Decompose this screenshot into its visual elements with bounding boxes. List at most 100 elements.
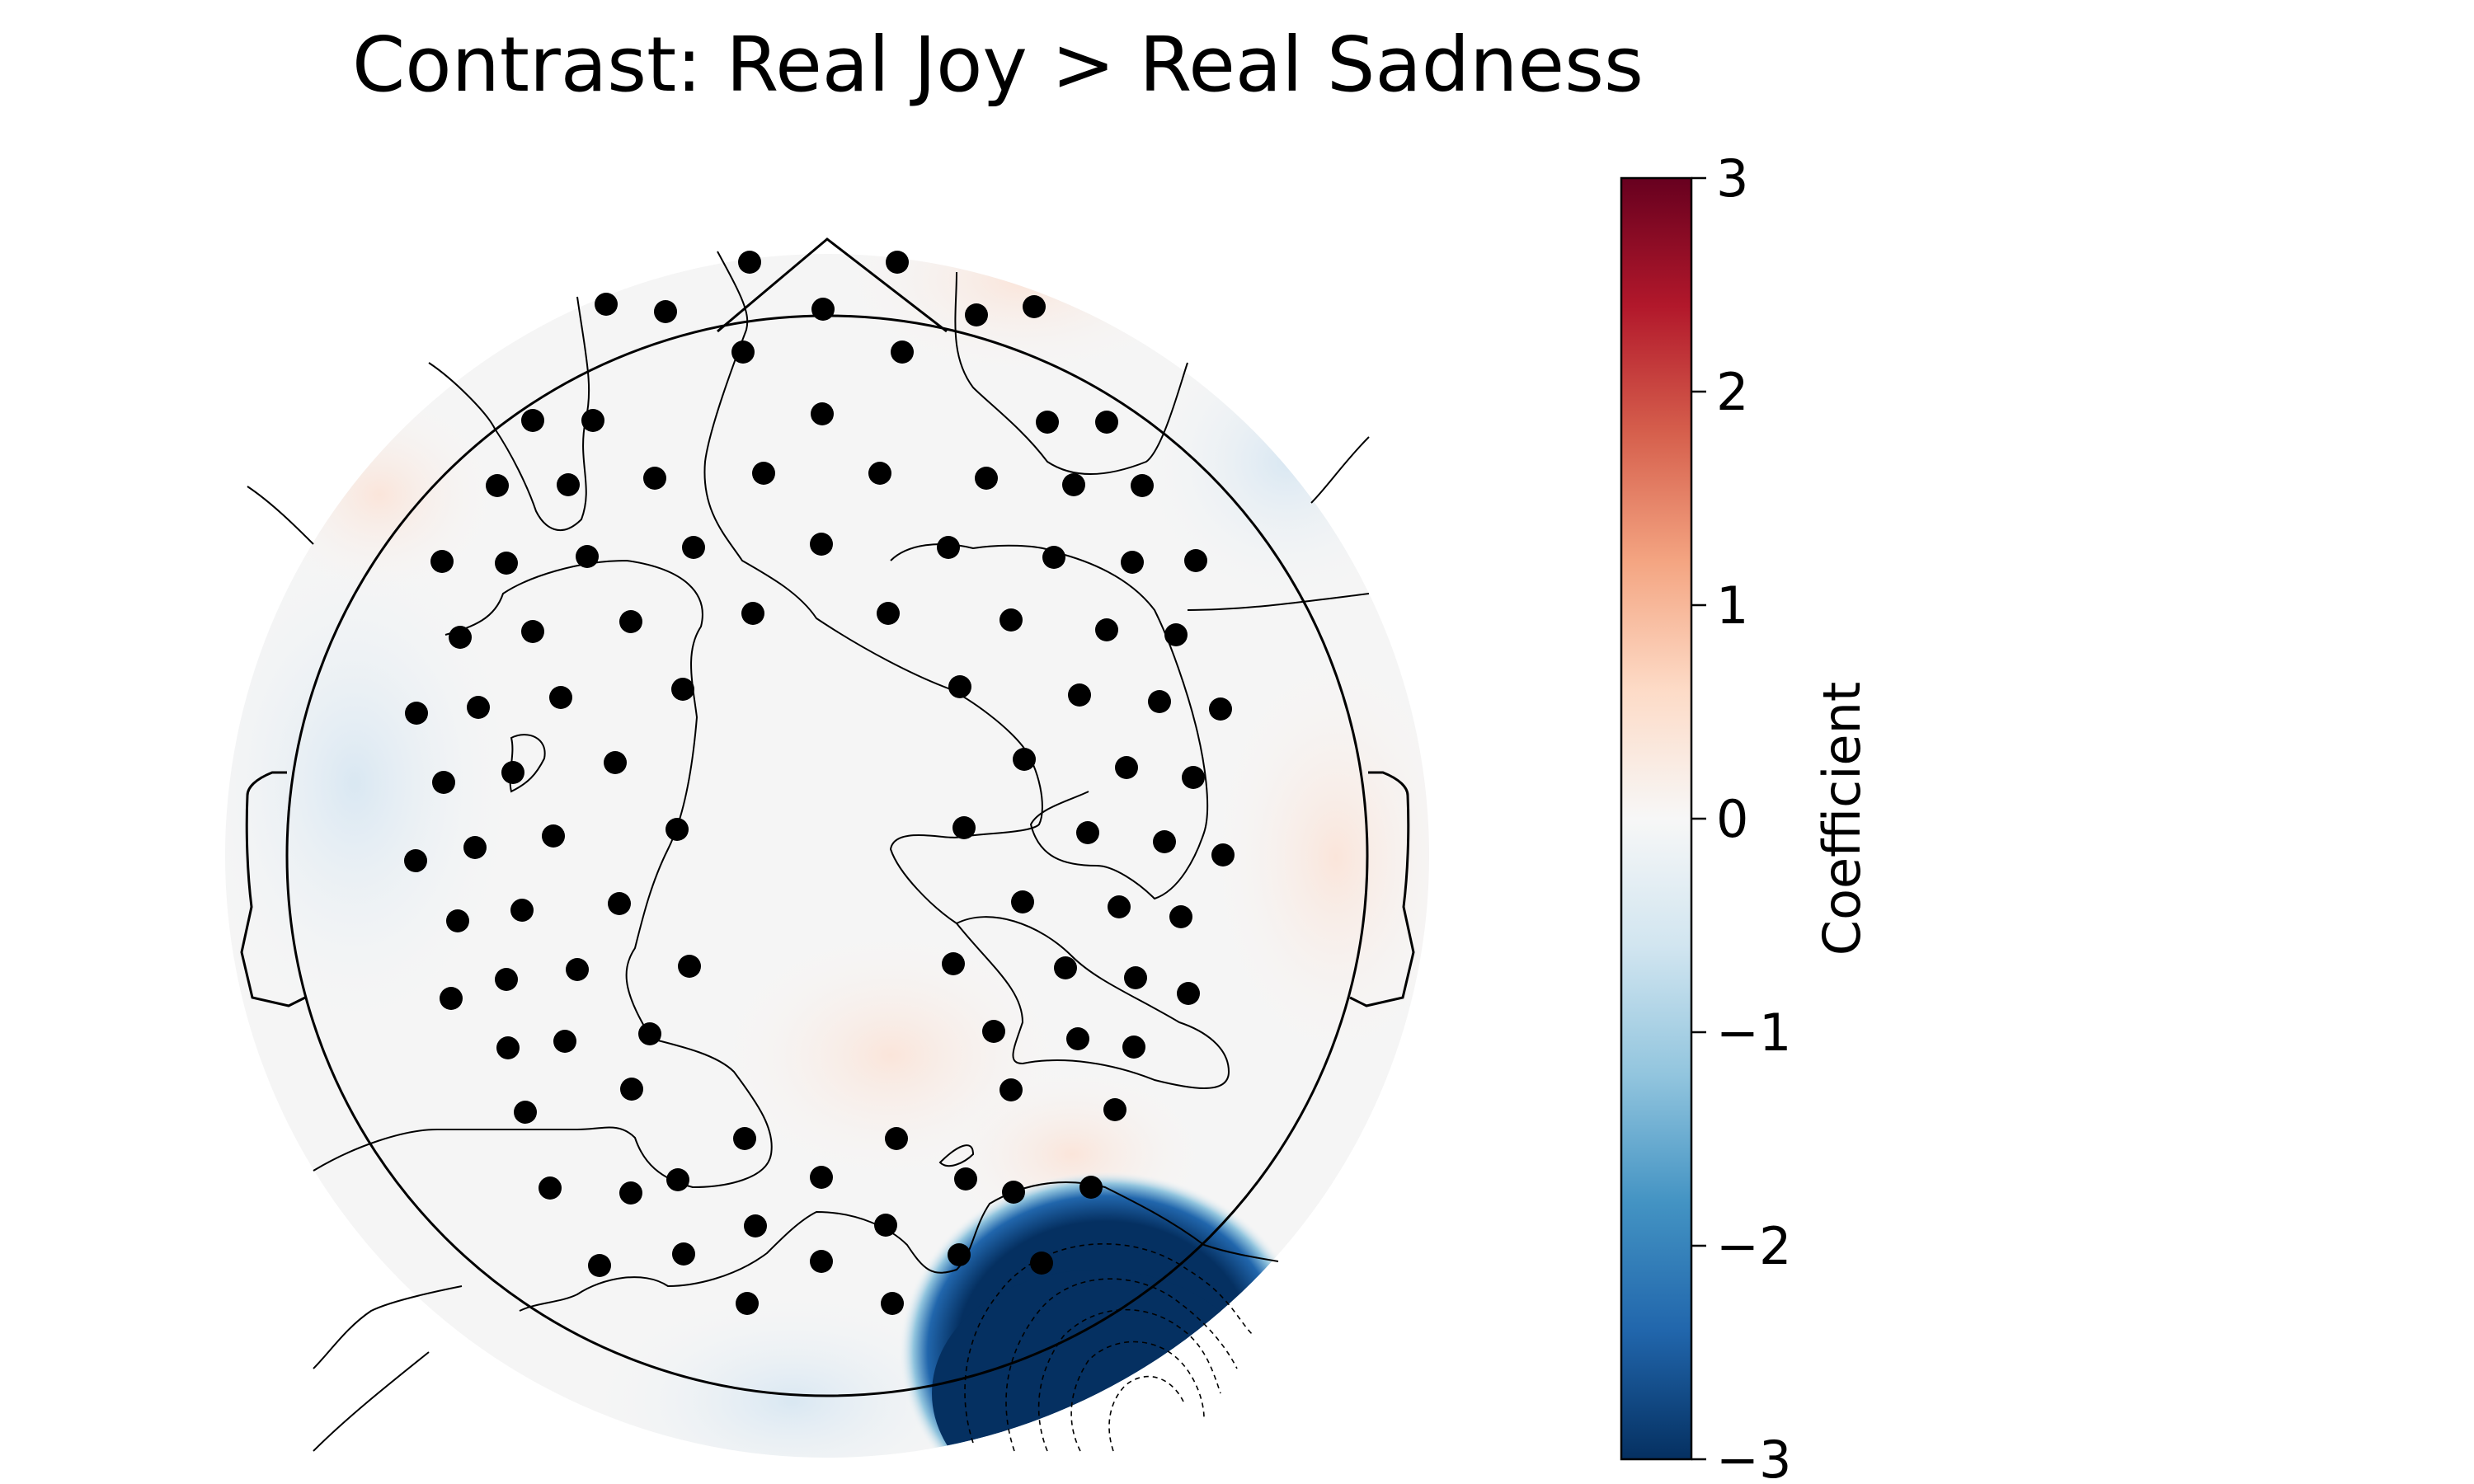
- sensor-marker: [948, 675, 971, 698]
- sensor-marker: [965, 303, 988, 326]
- sensor-marker: [811, 402, 834, 425]
- sensor-marker: [752, 462, 775, 485]
- colorbar-tick-label: 2: [1716, 362, 1748, 422]
- sensor-marker: [1131, 474, 1154, 497]
- sensor-marker: [736, 1292, 759, 1315]
- sensor-marker: [733, 1127, 756, 1150]
- sensor-marker: [731, 340, 755, 364]
- sensor-marker: [744, 1214, 767, 1237]
- sensor-marker: [891, 340, 914, 364]
- sensor-marker: [1122, 1036, 1145, 1059]
- sensor-marker: [1066, 1027, 1089, 1050]
- colorbar-tick-label: −2: [1716, 1216, 1791, 1276]
- field-blob-topright-blue: [1130, 313, 1429, 610]
- sensor-marker: [501, 761, 524, 784]
- sensor-marker: [982, 1020, 1005, 1043]
- sensor-marker: [495, 552, 518, 575]
- sensor-marker: [937, 536, 960, 559]
- sensor-marker: [1148, 690, 1171, 713]
- sensor-marker: [1062, 473, 1085, 496]
- sensor-marker: [1182, 766, 1205, 789]
- sensor-marker: [542, 824, 565, 848]
- sensor-marker: [999, 1078, 1023, 1101]
- sensor-marker: [1211, 843, 1235, 866]
- negative-contours: [964, 1242, 1254, 1452]
- chart-title: Contrast: Real Joy > Real Sadness: [352, 21, 1644, 109]
- sensor-marker: [666, 1168, 689, 1191]
- sensor-marker: [666, 818, 689, 841]
- sensor-marker: [999, 608, 1023, 632]
- right-ear: [1349, 771, 1415, 1007]
- sensor-marker: [608, 892, 631, 915]
- field-blob-topleft-red: [256, 387, 503, 602]
- sensor-marker: [810, 1250, 833, 1273]
- sensor-marker: [948, 1243, 971, 1266]
- sensor-marker: [463, 836, 487, 859]
- sensor-marker: [1184, 549, 1207, 572]
- sensor-marker: [654, 300, 677, 323]
- sensor-marker: [1124, 966, 1147, 989]
- sensor-marker: [1153, 830, 1176, 853]
- sensor-marker: [496, 1036, 520, 1059]
- sensor-marker: [874, 1214, 897, 1237]
- sensor-marker: [741, 602, 764, 625]
- sensor-marker: [810, 1166, 833, 1189]
- sensor-marker: [643, 467, 666, 490]
- sensor-marker: [521, 620, 544, 643]
- sensor-marker: [620, 1078, 643, 1101]
- sensor-marker: [886, 251, 909, 274]
- field-blob-left-blue: [225, 519, 528, 1047]
- sensor-marker: [1013, 748, 1036, 771]
- sensor-marker: [738, 251, 761, 274]
- sensor-marker: [1068, 683, 1091, 707]
- colorbar-tick-label: −3: [1716, 1430, 1791, 1484]
- sensor-marker: [1076, 821, 1099, 844]
- colorbar-tick-label: 1: [1716, 575, 1748, 636]
- sensor-marker: [671, 678, 694, 701]
- sensor-marker: [576, 545, 599, 568]
- colorbar-tick-label: −1: [1716, 1003, 1791, 1063]
- sensor-marker: [1209, 697, 1232, 721]
- sensor-marker: [553, 1030, 576, 1053]
- colorbar-tick-label: 3: [1716, 148, 1748, 209]
- field-blob-bottom-blue: [577, 1286, 1006, 1458]
- contour-lines: [247, 251, 1370, 1452]
- sensor-marker: [432, 771, 455, 794]
- sensor-marker: [619, 1181, 642, 1205]
- sensor-marker: [1115, 756, 1138, 779]
- sensor-marker: [1121, 551, 1144, 574]
- sensor-marker: [810, 533, 833, 556]
- sensor-marker: [975, 467, 998, 490]
- sensor-marker: [954, 1167, 977, 1190]
- sensor-marker: [566, 958, 589, 981]
- colorbar-tick-label: 0: [1716, 789, 1748, 849]
- topomap-field: [225, 254, 1429, 1458]
- sensor-marker: [868, 462, 891, 485]
- sensor-marker: [1042, 546, 1065, 569]
- sensor-marker: [557, 473, 580, 496]
- sensor-marker: [1023, 295, 1046, 318]
- sensor-marker: [811, 298, 835, 321]
- sensor-marker: [404, 849, 427, 872]
- sensor-marker: [1103, 1098, 1126, 1121]
- colorbar-label: Coefficient: [1812, 682, 1872, 956]
- sensor-marker: [682, 536, 705, 559]
- sensor-marker: [514, 1101, 537, 1124]
- sensor-marker: [539, 1176, 562, 1200]
- sensor-marker: [1002, 1181, 1025, 1204]
- sensor-marker: [440, 987, 463, 1010]
- sensor-marker: [1108, 895, 1131, 918]
- sensor-marker: [467, 696, 490, 719]
- sensor-marker: [1011, 890, 1034, 913]
- sensor-marker: [446, 909, 469, 932]
- sensor-marker: [1079, 1176, 1103, 1199]
- sensor-markers: [404, 251, 1235, 1315]
- sensor-marker: [604, 751, 627, 774]
- colorbar-ticks: 3 2 1 0 −1 −2 −3: [1691, 148, 1791, 1484]
- sensor-marker: [877, 602, 900, 625]
- sensor-marker: [885, 1127, 908, 1150]
- sensor-marker: [1169, 905, 1192, 928]
- sensor-marker: [881, 1292, 904, 1315]
- sensor-marker: [678, 955, 701, 978]
- sensor-marker: [521, 409, 544, 432]
